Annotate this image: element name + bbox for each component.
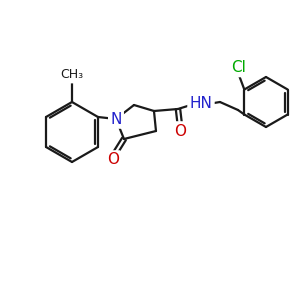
Text: Cl: Cl	[231, 60, 246, 75]
Text: CH₃: CH₃	[60, 68, 84, 82]
Text: O: O	[107, 152, 119, 167]
Text: HN: HN	[190, 97, 212, 112]
Text: N: N	[110, 112, 122, 127]
Text: O: O	[174, 124, 186, 139]
